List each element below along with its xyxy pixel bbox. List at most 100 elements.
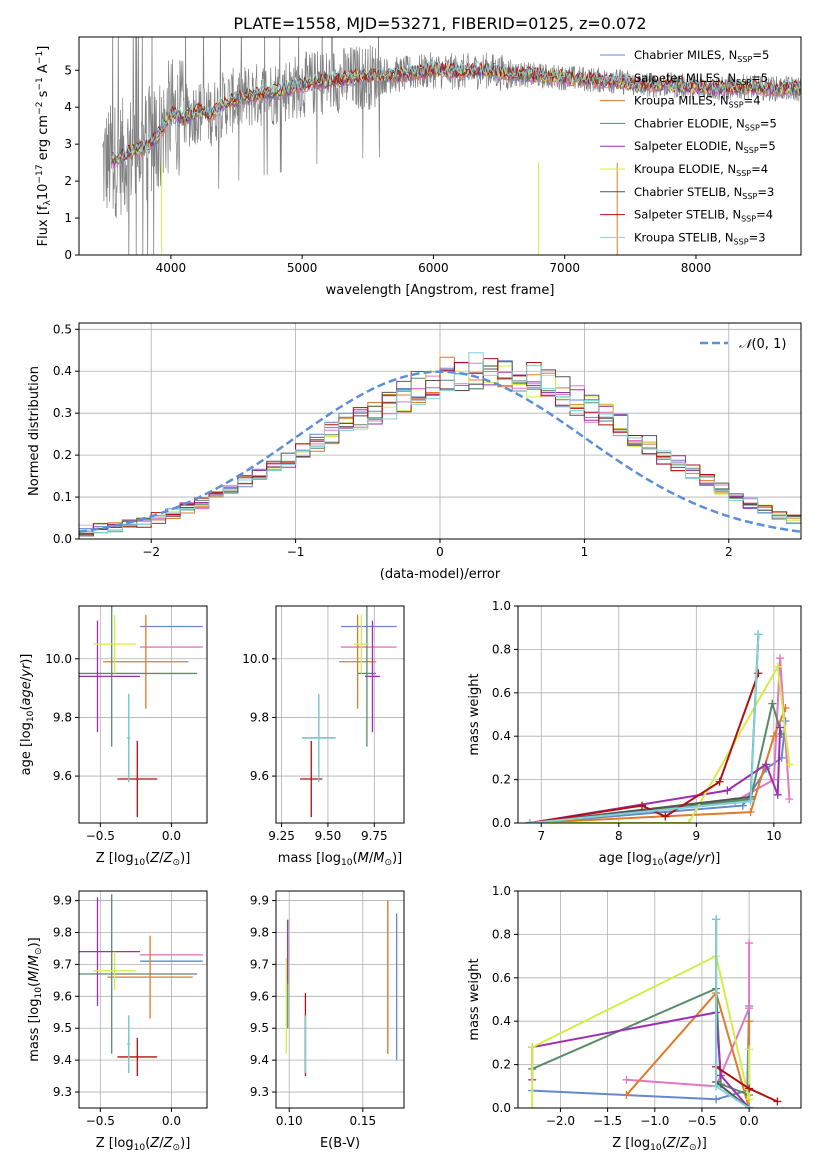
- tick-label-y: 0.2: [53, 448, 72, 462]
- weight-marker-kroupa_stelib: [712, 915, 721, 924]
- tick-label-y: 9.9: [250, 894, 269, 908]
- weight-marker-kroupa_miles: [745, 1017, 754, 1026]
- y-axis-label: mass weight: [467, 673, 482, 755]
- tick-label-x: 0.10: [276, 1114, 303, 1128]
- tick-label-x: 9: [693, 829, 701, 843]
- legend-label-kroupa_elodie: Kroupa ELODIE, NSSP=4: [634, 162, 768, 178]
- weight-marker-salpeter_stelib: [745, 1084, 754, 1093]
- legend-label-chabrier_elodie: Chabrier ELODIE, NSSP=5: [634, 116, 777, 132]
- tick-label-x: 7000: [549, 261, 580, 275]
- legend-label-chabrier_miles: Chabrier MILES, NSSP=5: [634, 48, 769, 64]
- tick-label-y: 3: [64, 137, 72, 151]
- weight-marker-kroupa_stelib: [712, 1082, 721, 1091]
- tick-label-y: 0.6: [492, 686, 511, 700]
- tick-label-y: 0.2: [492, 773, 511, 787]
- tick-label-y: 9.9: [53, 894, 72, 908]
- tick-label-y: 9.8: [53, 710, 72, 724]
- tick-label-y: 0.1: [53, 490, 72, 504]
- tick-label-y: 9.8: [250, 925, 269, 939]
- weight-marker-kroupa_elodie: [773, 662, 782, 671]
- weight-marker-kroupa_miles: [769, 732, 778, 741]
- tick-label-x: 9.75: [361, 829, 388, 843]
- tick-label-y: 0.3: [53, 406, 72, 420]
- panel-residual_hist: −2 −1 0 1 2 0.0 0.1 0.2 0.3 0.4 0.5 (data-model)/er…: [27, 322, 802, 582]
- axes-frame: [78, 322, 802, 540]
- x-axis-label: age [log10(age/yr)]: [599, 851, 721, 868]
- legend-label-salpeter_miles: Salpeter MILES, NSSP=5: [634, 71, 768, 87]
- tick-label-x: 8: [615, 829, 623, 843]
- tick-label-x: 2: [725, 545, 733, 559]
- y-axis-label: mass [log10(M/M⊙)]: [27, 937, 44, 1061]
- x-axis-label: Z [log10(Z/Z⊙)]: [612, 1136, 707, 1153]
- y-axis-label: Flux [fλ10−17 erg cm−2 s−1 A−1]: [35, 46, 53, 247]
- weight-marker-chabrier_elodie: [768, 699, 777, 708]
- x-axis-label: mass [log10(M/M⊙)]: [278, 851, 402, 868]
- tick-label-y: 10.0: [45, 652, 72, 666]
- tick-label-x: 5000: [287, 261, 318, 275]
- tick-label-y: 0.0: [492, 1101, 511, 1115]
- weight-marker-salpeter_elodie: [776, 723, 785, 732]
- tick-label-y: 9.3: [250, 1085, 269, 1099]
- tick-label-y: 1: [64, 211, 72, 225]
- spectrum-model-line-kroupa_stelib: [111, 59, 801, 163]
- weight-marker-salpeter_miles: [745, 1004, 754, 1013]
- tick-label-y: 9.4: [250, 1053, 269, 1067]
- weight-marker-salpeter_stelib: [638, 801, 647, 810]
- tick-label-y: 9.5: [53, 1021, 72, 1035]
- tick-label-y: 0.8: [492, 642, 511, 656]
- weight-marker-salpeter_elodie: [723, 786, 732, 795]
- tick-label-x: −1.0: [640, 1114, 669, 1128]
- errorbar-plot-area: [285, 900, 398, 1077]
- tick-label-x: 1: [581, 545, 589, 559]
- weight-line-kroupa_miles: [529, 707, 787, 823]
- legend-label-salpeter_elodie: Salpeter ELODIE, NSSP=5: [634, 139, 776, 155]
- tick-label-x: 9.50: [315, 829, 342, 843]
- spectrum-model-line-chabrier_stelib: [111, 61, 801, 164]
- axes-frame: [78, 605, 208, 824]
- hist-series-kroupa_stelib: [79, 352, 801, 539]
- y-axis-label: mass weight: [467, 958, 482, 1040]
- errorbar-plot-area: [300, 606, 397, 818]
- tick-label-x: −0.5: [86, 1114, 115, 1128]
- panel-weight_vs_age: 7 8 9 10 0.0 0.2 0.4 0.6 0.8 1.0 age [log10(age/yr…: [467, 599, 802, 868]
- tick-label-x: 0.15: [349, 1114, 376, 1128]
- weight-marker-salpeter_miles: [622, 1075, 631, 1084]
- tick-label-y: 9.6: [250, 769, 269, 783]
- tick-label-y: 9.6: [250, 989, 269, 1003]
- tick-label-y: 1.0: [492, 599, 511, 613]
- hist-plot-area: [79, 352, 801, 539]
- tick-label-x: 8000: [681, 261, 712, 275]
- weight-line-kroupa_stelib: [529, 634, 760, 823]
- weight-marker-kroupa_miles: [746, 808, 755, 817]
- gaussian-curve: [79, 370, 801, 533]
- weight-marker-kroupa_elodie: [528, 1104, 537, 1108]
- weight-marker-salpeter_stelib: [773, 1097, 782, 1106]
- weight-marker-kroupa_elodie: [745, 1095, 754, 1104]
- weight-marker-kroupa_elodie: [745, 1045, 754, 1054]
- legend: Chabrier MILES, NSSP=5 Salpeter MILES, NS…: [600, 48, 777, 246]
- axes-frame: [78, 36, 802, 256]
- tick-label-x: 0.0: [162, 829, 181, 843]
- tick-label-y: 0.2: [492, 1058, 511, 1072]
- errorbar-plot-area: [79, 894, 203, 1077]
- tick-label-y: 9.6: [53, 769, 72, 783]
- tick-label-y: 0: [64, 248, 72, 262]
- tick-label-y: 0.4: [492, 729, 511, 743]
- tick-label-y: 9.4: [53, 1053, 72, 1067]
- weight-plot-area: [528, 915, 782, 1108]
- tick-label-y: 9.7: [250, 957, 269, 971]
- spectrum-plot-area: [102, 37, 801, 255]
- tick-label-y: 0.6: [492, 971, 511, 985]
- tick-label-y: 0.4: [53, 364, 72, 378]
- tick-label-x: 6000: [418, 261, 449, 275]
- x-axis-label: Z [log10(Z/Z⊙)]: [96, 1136, 191, 1153]
- weight-marker-kroupa_miles: [622, 1090, 631, 1099]
- x-axis-label: wavelength [Angstrom, rest frame]: [326, 283, 555, 298]
- weight-marker-kroupa_stelib: [745, 1104, 754, 1108]
- legend-label-salpeter_stelib: Salpeter STELIB, NSSP=4: [634, 208, 773, 224]
- tick-label-x: 0: [436, 545, 444, 559]
- x-axis-label: E(B-V): [320, 1136, 360, 1151]
- weight-marker-salpeter_stelib: [715, 777, 724, 786]
- weight-line-chabrier_stelib: [529, 634, 760, 823]
- axes-frame: [78, 890, 208, 1109]
